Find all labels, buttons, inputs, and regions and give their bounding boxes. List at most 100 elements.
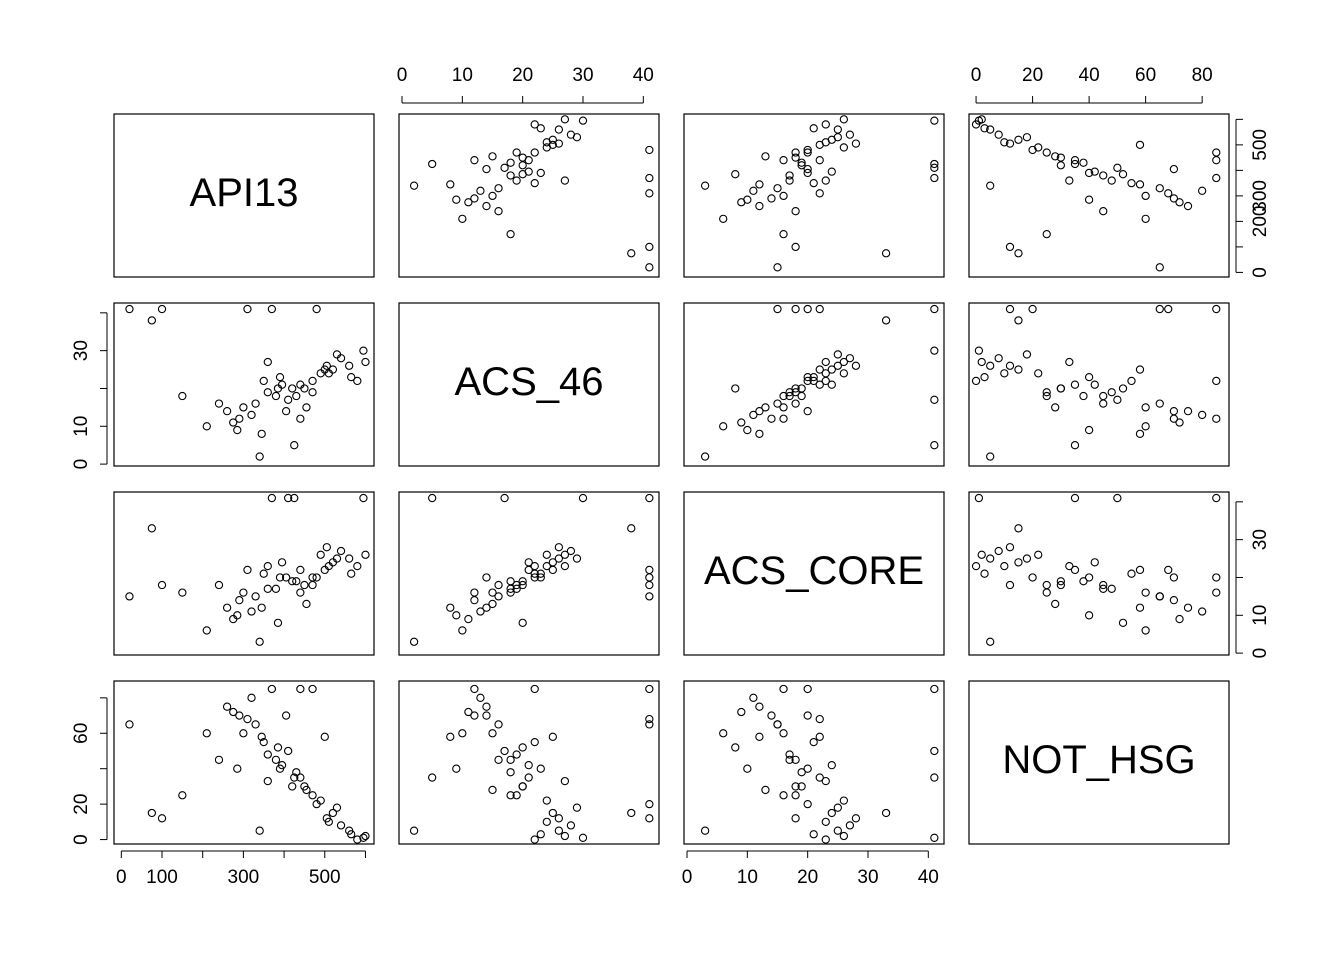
point — [267, 304, 277, 314]
point — [1014, 558, 1023, 567]
point — [202, 422, 211, 431]
point — [1099, 171, 1108, 180]
point — [1099, 580, 1108, 590]
point — [930, 304, 939, 314]
point — [530, 684, 539, 694]
point — [251, 592, 260, 601]
point — [731, 384, 740, 393]
point — [839, 115, 849, 124]
tick-label: 0 — [116, 867, 127, 888]
point — [554, 814, 564, 823]
point — [1051, 152, 1060, 161]
point — [1169, 407, 1179, 416]
point — [803, 711, 812, 720]
point — [178, 791, 187, 800]
point — [494, 207, 503, 216]
point — [767, 194, 776, 203]
point — [791, 755, 800, 764]
point — [578, 116, 588, 125]
point — [1099, 207, 1108, 216]
point — [1212, 376, 1221, 386]
point — [719, 214, 728, 223]
point — [1070, 493, 1080, 503]
point — [779, 403, 788, 412]
point — [1022, 350, 1032, 359]
point — [336, 546, 346, 556]
point — [214, 580, 224, 590]
point — [328, 808, 338, 818]
point — [288, 384, 297, 393]
point — [542, 796, 551, 805]
point — [773, 720, 782, 729]
point — [283, 746, 293, 756]
point — [821, 120, 830, 129]
point — [1135, 603, 1145, 612]
point — [428, 159, 437, 169]
point — [815, 773, 824, 782]
point — [851, 361, 861, 370]
point — [755, 732, 764, 741]
point — [731, 743, 740, 752]
point — [1212, 573, 1221, 582]
point — [320, 565, 329, 575]
point — [347, 372, 356, 382]
point — [791, 814, 800, 823]
point — [247, 607, 256, 616]
point — [791, 782, 800, 791]
point — [930, 346, 939, 355]
point — [1000, 138, 1009, 147]
point — [572, 133, 582, 142]
point — [785, 171, 794, 180]
point — [986, 637, 995, 646]
point — [290, 493, 299, 503]
point — [255, 452, 264, 461]
point — [1034, 143, 1043, 152]
tick-label: 10 — [71, 416, 92, 437]
point — [851, 814, 861, 823]
point — [347, 569, 356, 578]
point — [494, 720, 503, 729]
point — [296, 414, 305, 423]
point — [347, 830, 356, 839]
point — [986, 554, 995, 563]
point — [277, 761, 287, 770]
point — [281, 573, 291, 582]
point — [336, 821, 346, 830]
point — [773, 263, 782, 272]
point — [1042, 391, 1051, 401]
point — [821, 357, 830, 367]
point — [645, 714, 654, 724]
point — [815, 714, 824, 724]
point — [257, 603, 266, 612]
point — [482, 164, 491, 174]
point — [839, 796, 849, 805]
point — [779, 391, 788, 401]
point — [267, 493, 277, 503]
point — [1084, 573, 1094, 582]
point — [229, 707, 238, 717]
point — [785, 755, 794, 764]
point — [1169, 164, 1179, 174]
point — [446, 180, 455, 189]
tick-label: 10 — [1250, 605, 1271, 626]
tick-label: 30 — [71, 340, 92, 361]
tick-label: 0 — [71, 459, 92, 470]
point — [930, 441, 939, 450]
point — [263, 584, 272, 593]
panel-frame — [683, 113, 945, 278]
point — [353, 835, 362, 844]
point — [518, 618, 527, 628]
point — [881, 249, 891, 258]
point — [1084, 168, 1094, 178]
point — [273, 618, 283, 628]
point — [1005, 543, 1015, 552]
point — [1042, 388, 1051, 397]
point — [281, 711, 291, 720]
point — [290, 441, 299, 450]
point — [791, 388, 800, 397]
point — [1198, 607, 1207, 616]
point — [645, 189, 654, 198]
point — [147, 316, 156, 325]
point — [986, 125, 995, 134]
